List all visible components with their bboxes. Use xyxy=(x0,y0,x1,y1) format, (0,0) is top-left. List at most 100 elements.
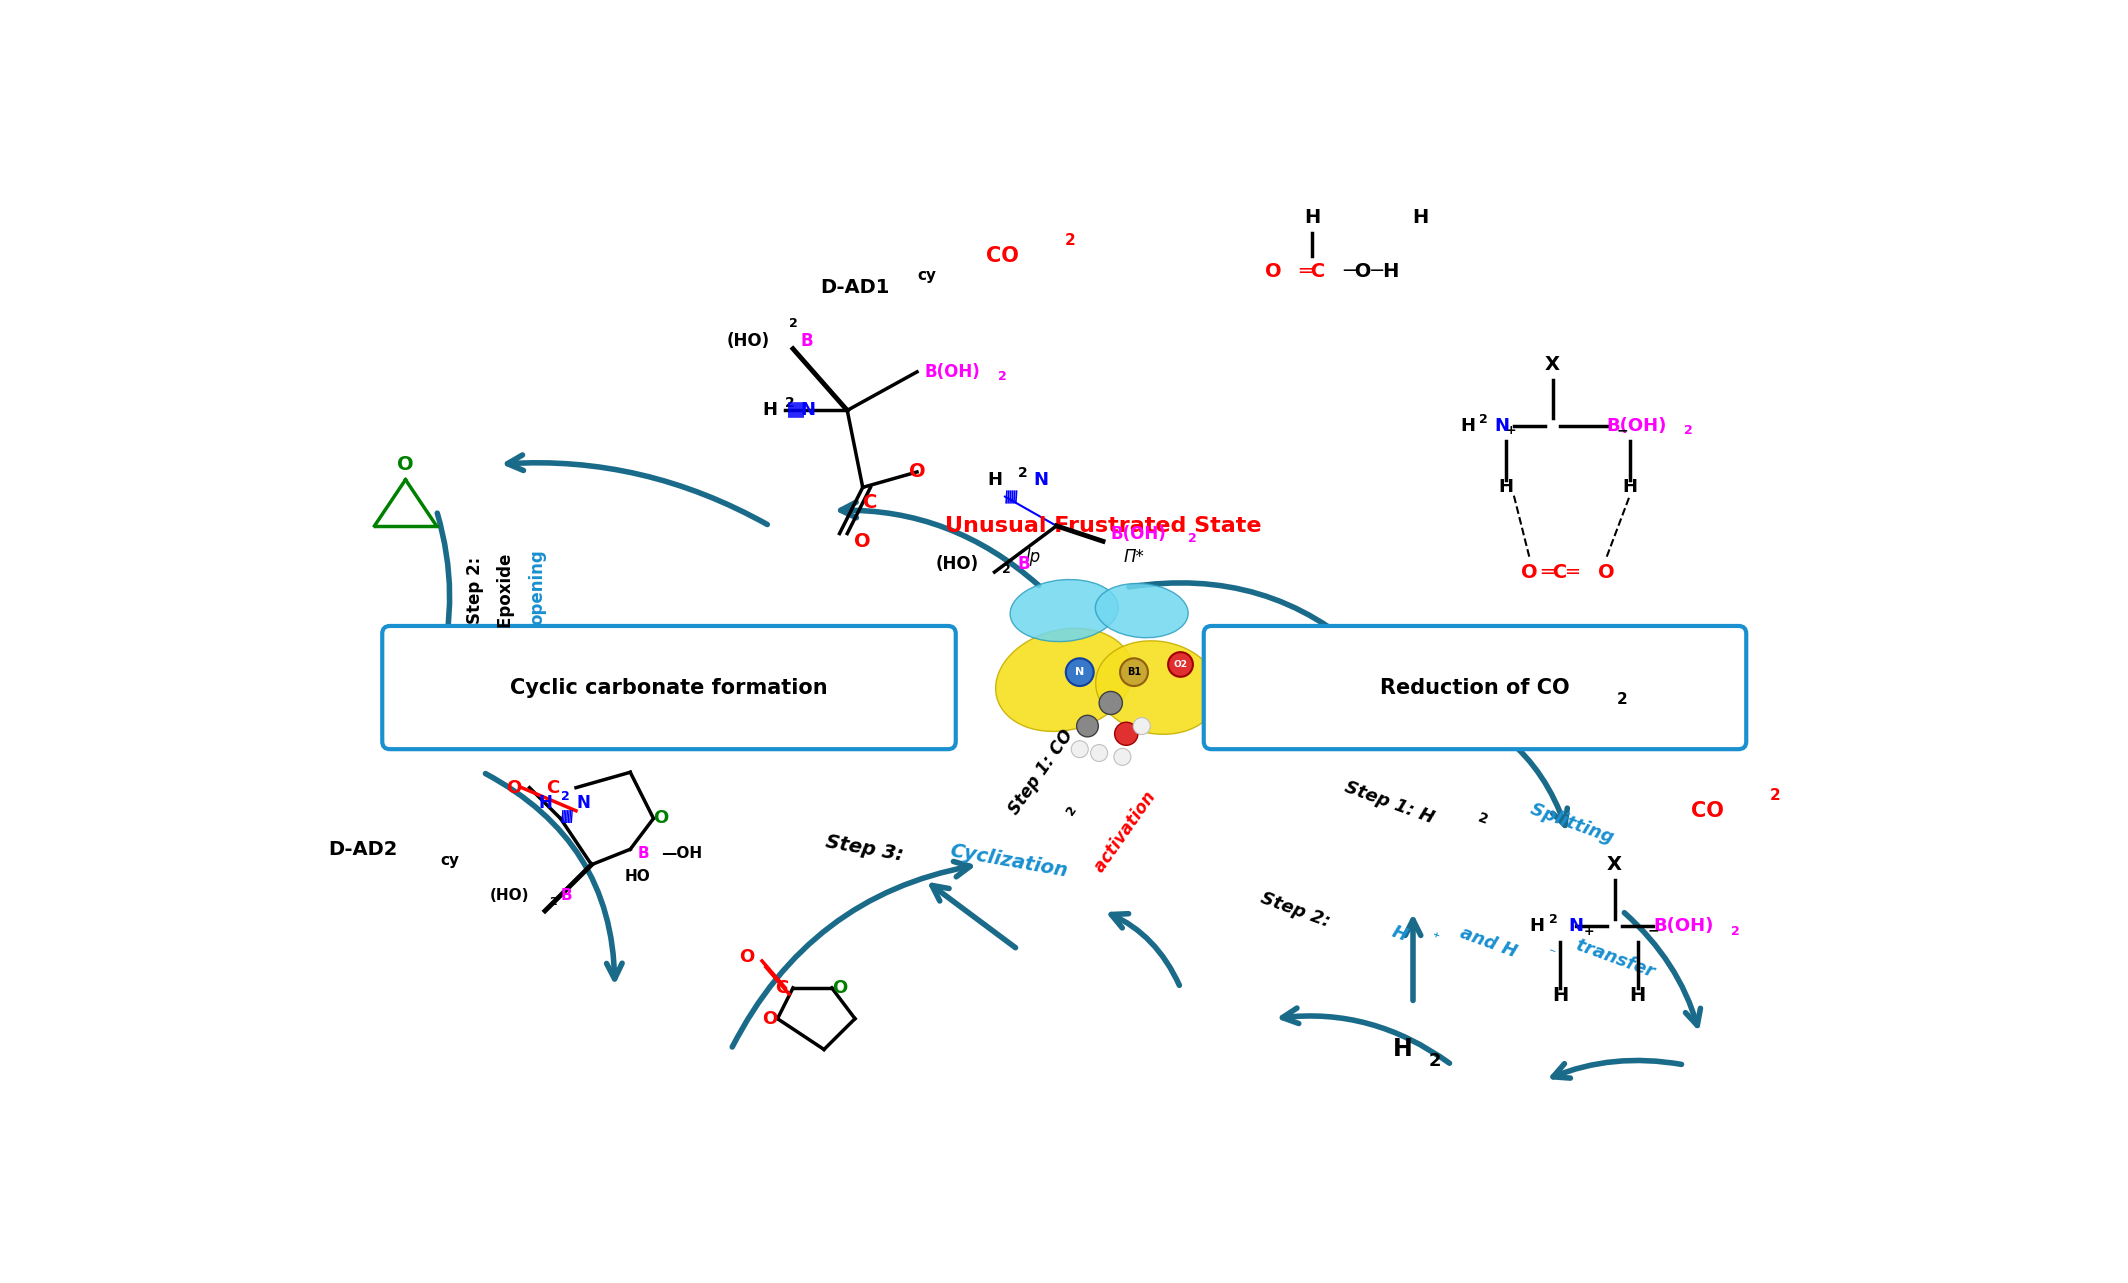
Text: N: N xyxy=(1075,667,1085,677)
Text: N: N xyxy=(800,402,815,420)
Text: ─O─H: ─O─H xyxy=(1343,262,1400,281)
Text: +: + xyxy=(1583,925,1594,938)
Text: Π*: Π* xyxy=(1124,548,1145,566)
Text: 2: 2 xyxy=(1477,811,1490,826)
Text: N: N xyxy=(577,794,589,812)
Text: 2: 2 xyxy=(1002,563,1011,576)
Ellipse shape xyxy=(1096,584,1187,638)
Text: —OH: —OH xyxy=(662,845,702,861)
Text: 2: 2 xyxy=(549,897,558,907)
Text: CO: CO xyxy=(985,246,1019,267)
Text: N: N xyxy=(1568,917,1583,935)
Text: −: − xyxy=(1647,924,1660,938)
Text: Step 3:: Step 3: xyxy=(824,833,911,866)
Text: H: H xyxy=(1622,479,1639,497)
Text: H: H xyxy=(538,794,553,812)
Text: and H: and H xyxy=(1451,922,1519,961)
Text: H: H xyxy=(762,402,777,420)
Text: H: H xyxy=(1304,208,1319,227)
Text: activation: activation xyxy=(1087,788,1160,880)
Text: Reduction of CO: Reduction of CO xyxy=(1381,677,1570,698)
Text: H: H xyxy=(1530,917,1545,935)
Text: O: O xyxy=(1598,562,1615,581)
Text: B1: B1 xyxy=(1128,667,1141,677)
Text: 2: 2 xyxy=(1428,1052,1441,1070)
Circle shape xyxy=(1070,740,1087,758)
Text: H: H xyxy=(1413,208,1428,227)
Text: cy: cy xyxy=(917,268,936,284)
Text: H: H xyxy=(1390,922,1411,946)
Text: H: H xyxy=(1551,987,1568,1005)
Text: 2: 2 xyxy=(1549,913,1558,926)
Text: cy: cy xyxy=(440,853,460,869)
Text: 2: 2 xyxy=(789,317,798,330)
Text: H: H xyxy=(1630,987,1645,1005)
Text: D-AD2: D-AD2 xyxy=(328,840,398,858)
Text: X: X xyxy=(1607,856,1622,874)
Text: X: X xyxy=(1545,354,1560,373)
Text: C: C xyxy=(547,779,560,797)
Circle shape xyxy=(1090,744,1109,762)
Text: Unusual Frustrated State: Unusual Frustrated State xyxy=(945,516,1262,536)
Text: H: H xyxy=(1498,479,1513,497)
Text: O: O xyxy=(653,810,668,828)
FancyBboxPatch shape xyxy=(383,626,955,749)
Circle shape xyxy=(1115,722,1138,745)
Text: B: B xyxy=(638,845,649,861)
Text: O: O xyxy=(1522,562,1539,581)
Text: 2: 2 xyxy=(1617,692,1628,707)
Ellipse shape xyxy=(1096,640,1219,734)
Text: (HO): (HO) xyxy=(489,888,530,903)
Text: Cyclization: Cyclization xyxy=(947,842,1068,880)
Text: O: O xyxy=(506,779,521,797)
Text: B(OH): B(OH) xyxy=(926,363,981,381)
Ellipse shape xyxy=(996,629,1132,731)
Text: 2: 2 xyxy=(998,371,1007,384)
Text: N: N xyxy=(1034,471,1049,489)
Text: O: O xyxy=(738,948,753,966)
Text: N: N xyxy=(1494,417,1509,435)
Text: lp: lp xyxy=(1026,548,1041,566)
Text: Splitting: Splitting xyxy=(1522,798,1615,847)
Text: transfer: transfer xyxy=(1568,934,1658,980)
Text: H: H xyxy=(1394,1038,1413,1061)
Text: −: − xyxy=(1617,423,1628,438)
Text: Step 1: H: Step 1: H xyxy=(1343,779,1436,828)
Circle shape xyxy=(1113,748,1130,766)
Text: B(OH): B(OH) xyxy=(1111,525,1166,543)
Text: 2: 2 xyxy=(1064,234,1075,249)
Text: ═C: ═C xyxy=(1300,262,1326,281)
Text: O: O xyxy=(398,454,413,473)
Circle shape xyxy=(1100,692,1121,715)
Text: 2: 2 xyxy=(1730,925,1739,938)
Text: C: C xyxy=(864,493,877,512)
Text: CO: CO xyxy=(1692,801,1724,821)
Text: 2: 2 xyxy=(1017,466,1028,480)
Text: 2: 2 xyxy=(1770,788,1781,803)
Circle shape xyxy=(1066,658,1094,686)
Text: 2: 2 xyxy=(1479,413,1487,426)
Text: 2: 2 xyxy=(1187,532,1196,545)
Text: O: O xyxy=(909,462,926,481)
Text: O: O xyxy=(832,979,847,997)
Text: H: H xyxy=(987,471,1002,489)
Text: Step 2:: Step 2: xyxy=(466,550,485,624)
Circle shape xyxy=(1168,652,1194,677)
Text: H: H xyxy=(1460,417,1475,435)
FancyBboxPatch shape xyxy=(1204,626,1747,749)
Text: Epoxide: Epoxide xyxy=(498,548,515,627)
Text: D-AD1: D-AD1 xyxy=(819,277,890,296)
Text: HO: HO xyxy=(626,869,651,884)
Text: B(OH): B(OH) xyxy=(1607,417,1666,435)
Text: opening: opening xyxy=(528,549,547,625)
Text: ⁻: ⁻ xyxy=(1545,946,1556,961)
Text: (HO): (HO) xyxy=(726,332,770,350)
Text: Step 2:: Step 2: xyxy=(1258,889,1339,933)
Text: Step 1: CO: Step 1: CO xyxy=(1004,726,1077,819)
Text: O: O xyxy=(1266,262,1281,281)
Text: B: B xyxy=(1017,556,1030,574)
Text: 2: 2 xyxy=(560,790,570,803)
Text: ═C═: ═C═ xyxy=(1541,562,1579,581)
Ellipse shape xyxy=(1011,580,1119,642)
Text: +: + xyxy=(1507,425,1517,438)
